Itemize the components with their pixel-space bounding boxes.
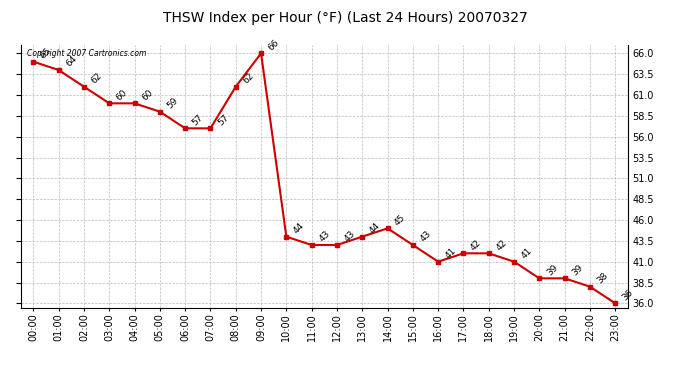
Text: 60: 60 bbox=[140, 87, 155, 102]
Text: 38: 38 bbox=[595, 271, 610, 285]
Text: 43: 43 bbox=[317, 229, 332, 244]
Text: THSW Index per Hour (°F) (Last 24 Hours) 20070327: THSW Index per Hour (°F) (Last 24 Hours)… bbox=[163, 11, 527, 25]
Text: 57: 57 bbox=[216, 112, 230, 127]
Text: 41: 41 bbox=[444, 246, 458, 260]
Text: 59: 59 bbox=[166, 96, 180, 110]
Text: 44: 44 bbox=[368, 221, 382, 235]
Text: 60: 60 bbox=[115, 87, 129, 102]
Text: 36: 36 bbox=[621, 288, 635, 302]
Text: 43: 43 bbox=[342, 229, 357, 244]
Text: 62: 62 bbox=[241, 71, 256, 85]
Text: 62: 62 bbox=[90, 71, 104, 85]
Text: 44: 44 bbox=[292, 221, 306, 235]
Text: 39: 39 bbox=[570, 262, 584, 277]
Text: 65: 65 bbox=[39, 46, 53, 60]
Text: 64: 64 bbox=[64, 54, 79, 69]
Text: 45: 45 bbox=[393, 213, 408, 227]
Text: 57: 57 bbox=[190, 112, 205, 127]
Text: 39: 39 bbox=[545, 262, 560, 277]
Text: 42: 42 bbox=[494, 238, 509, 252]
Text: 41: 41 bbox=[520, 246, 534, 260]
Text: Copyright 2007 Cartronics.com: Copyright 2007 Cartronics.com bbox=[27, 49, 146, 58]
Text: 42: 42 bbox=[469, 238, 483, 252]
Text: 43: 43 bbox=[418, 229, 433, 244]
Text: 66: 66 bbox=[266, 38, 281, 52]
